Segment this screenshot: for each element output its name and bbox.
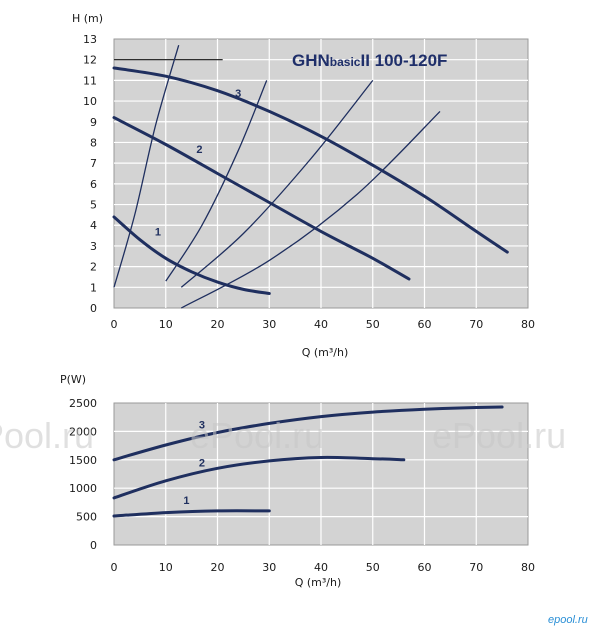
c1-ytick-1500: 1500 (69, 454, 97, 467)
c0-system-curve-1 (113, 45, 180, 288)
watermark-text-2: ePool.ru (190, 415, 324, 456)
c0-series-label-2: 2 (196, 144, 202, 156)
c1-xtick-30: 30 (262, 561, 276, 574)
c1-xtick-10: 10 (159, 561, 173, 574)
c0-ytick-5: 5 (90, 199, 97, 212)
c0-ytick-2: 2 (90, 261, 97, 274)
c1-xtick-70: 70 (469, 561, 483, 574)
c0-xtick-30: 30 (262, 318, 276, 331)
c1-ytick-0: 0 (90, 539, 97, 552)
c1-xlabel: Q (m³/h) (295, 576, 342, 589)
c0-xtick-70: 70 (469, 318, 483, 331)
c0-ytick-7: 7 (90, 157, 97, 170)
c1-xtick-50: 50 (366, 561, 380, 574)
c0-xtick-0: 0 (111, 318, 118, 331)
c1-xtick-40: 40 (314, 561, 328, 574)
c1-ytick-2000: 2000 (69, 425, 97, 438)
c1-series-3-line (112, 405, 504, 462)
c0-xtick-20: 20 (211, 318, 225, 331)
c0-ytick-13: 13 (83, 33, 97, 46)
c0-ytick-4: 4 (90, 219, 97, 232)
c1-ytick-1000: 1000 (69, 482, 97, 495)
c0-title: GHNbasicII 100-120F (292, 51, 447, 70)
c1-series-2-line (112, 455, 406, 500)
c0-series-1-line (112, 215, 271, 295)
c0-system-curve-2 (165, 80, 268, 282)
c0-xtick-80: 80 (521, 318, 535, 331)
c1-xtick-80: 80 (521, 561, 535, 574)
c1-xtick-20: 20 (211, 561, 225, 574)
c1-xtick-0: 0 (111, 561, 118, 574)
c1-ytick-2500: 2500 (69, 397, 97, 410)
c1-ytick-500: 500 (76, 511, 97, 524)
watermark-text-1: Pool.ru (0, 415, 94, 456)
c0-ytick-12: 12 (83, 54, 97, 67)
c1-ylabel: P(W) (60, 373, 86, 386)
c0-ytick-11: 11 (83, 74, 97, 87)
c0-xlabel: Q (m³/h) (302, 346, 349, 359)
c0-title-rest: II 100-120F (360, 51, 447, 70)
c0-series-label-1: 1 (155, 227, 161, 239)
c1-series-label-3: 3 (199, 420, 205, 432)
c0-ytick-1: 1 (90, 281, 97, 294)
c0-ytick-6: 6 (90, 178, 97, 191)
c0-xtick-10: 10 (159, 318, 173, 331)
c0-xtick-60: 60 (418, 318, 432, 331)
c0-system-curve-4 (180, 110, 441, 309)
watermark-text-3: ePool.ru (432, 415, 566, 456)
c0-system-curve-3 (180, 79, 374, 288)
c1-xtick-60: 60 (418, 561, 432, 574)
c1-series-label-2: 2 (199, 458, 205, 470)
c0-ytick-9: 9 (90, 116, 97, 129)
c0-series-label-3: 3 (235, 88, 241, 100)
c0-ylabel: H (m) (72, 12, 103, 25)
c0-xtick-40: 40 (314, 318, 328, 331)
c0-ytick-10: 10 (83, 95, 97, 108)
c0-ytick-3: 3 (90, 240, 97, 253)
c1-series-1-line (112, 509, 271, 518)
c0-ytick-0: 0 (90, 302, 97, 315)
c0-title-main: GHN (292, 51, 330, 70)
c0-title-sub: basic (330, 55, 361, 69)
c1-series-label-1: 1 (183, 495, 189, 507)
c0-ytick-8: 8 (90, 136, 97, 149)
c0-series-2-line (112, 116, 411, 281)
c0-xtick-50: 50 (366, 318, 380, 331)
c0-series-3-line (112, 66, 509, 254)
site-logo: epool.ru (548, 614, 588, 626)
